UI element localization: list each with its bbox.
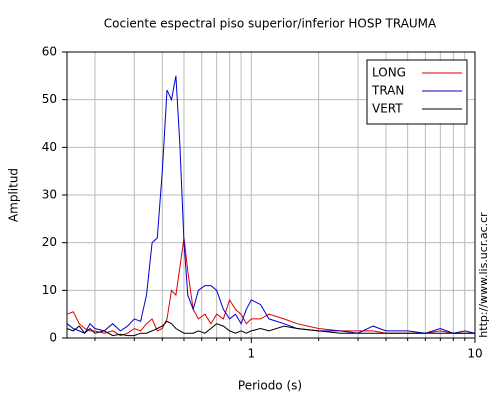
legend-box bbox=[366, 59, 468, 125]
series-line bbox=[66, 320, 475, 337]
legend-label: TRAN bbox=[371, 84, 404, 98]
y-tick-label: 40 bbox=[42, 140, 57, 154]
y-tick-label: 10 bbox=[42, 283, 57, 297]
y-tick-label: 0 bbox=[49, 331, 57, 345]
legend-label: LONG bbox=[372, 66, 406, 80]
y-tick-label: 30 bbox=[42, 188, 57, 202]
annotation: http://www.lis.ucr.ac.cr bbox=[477, 212, 490, 338]
y-axis-label: Amplitud bbox=[7, 168, 21, 222]
x-axis-label: Periodo (s) bbox=[238, 379, 302, 393]
chart-title: Cociente espectral piso superior/inferio… bbox=[104, 17, 437, 31]
y-tick-label: 60 bbox=[42, 45, 57, 59]
series-line bbox=[66, 75, 476, 334]
y-tick-label: 50 bbox=[42, 92, 57, 106]
legend-label: VERT bbox=[372, 102, 403, 116]
x-tick-label: 10 bbox=[467, 347, 482, 361]
y-tick-label: 20 bbox=[42, 235, 57, 249]
series-line bbox=[66, 237, 475, 337]
x-tick-label: 1 bbox=[247, 347, 255, 361]
